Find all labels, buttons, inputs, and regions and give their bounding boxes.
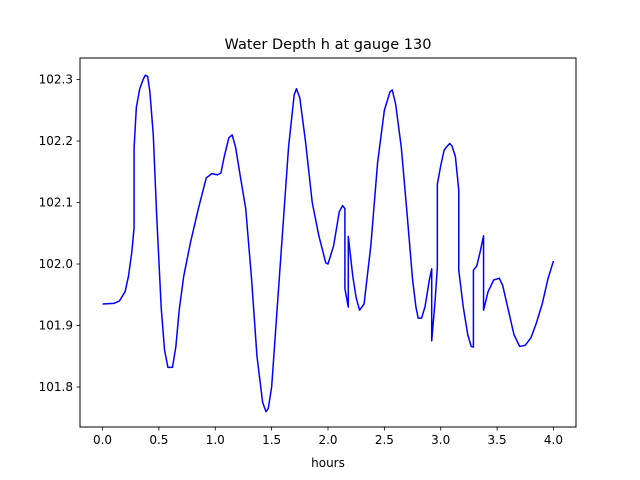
x-tick-label: 1.5 <box>262 433 281 447</box>
y-tick-label: 102.0 <box>39 257 73 271</box>
y-tick-label: 102.2 <box>39 134 73 148</box>
x-tick-label: 0.5 <box>149 433 168 447</box>
y-axis: 101.8 101.9 102.0 102.1 102.2 102.3 <box>39 73 80 394</box>
x-tick-label: 3.0 <box>431 433 450 447</box>
chart-title: Water Depth h at gauge 130 <box>225 37 432 53</box>
series-line-0 <box>102 74 555 413</box>
x-axis: 0.0 0.5 1.0 1.5 2.0 2.5 3.0 3.5 4.0 <box>93 427 563 447</box>
x-tick-label: 2.5 <box>375 433 394 447</box>
x-axis-label: hours <box>311 456 345 470</box>
x-tick-label: 3.5 <box>488 433 507 447</box>
y-tick-label: 102.3 <box>39 73 73 87</box>
x-tick-label: 2.0 <box>318 433 337 447</box>
x-tick-label: 0.0 <box>93 433 112 447</box>
x-tick-label: 4.0 <box>544 433 563 447</box>
y-tick-label: 102.1 <box>39 196 73 210</box>
x-tick-label: 1.0 <box>206 433 225 447</box>
y-tick-label: 101.8 <box>39 380 73 394</box>
plot-area <box>102 74 555 413</box>
y-tick-label: 101.9 <box>39 319 73 333</box>
